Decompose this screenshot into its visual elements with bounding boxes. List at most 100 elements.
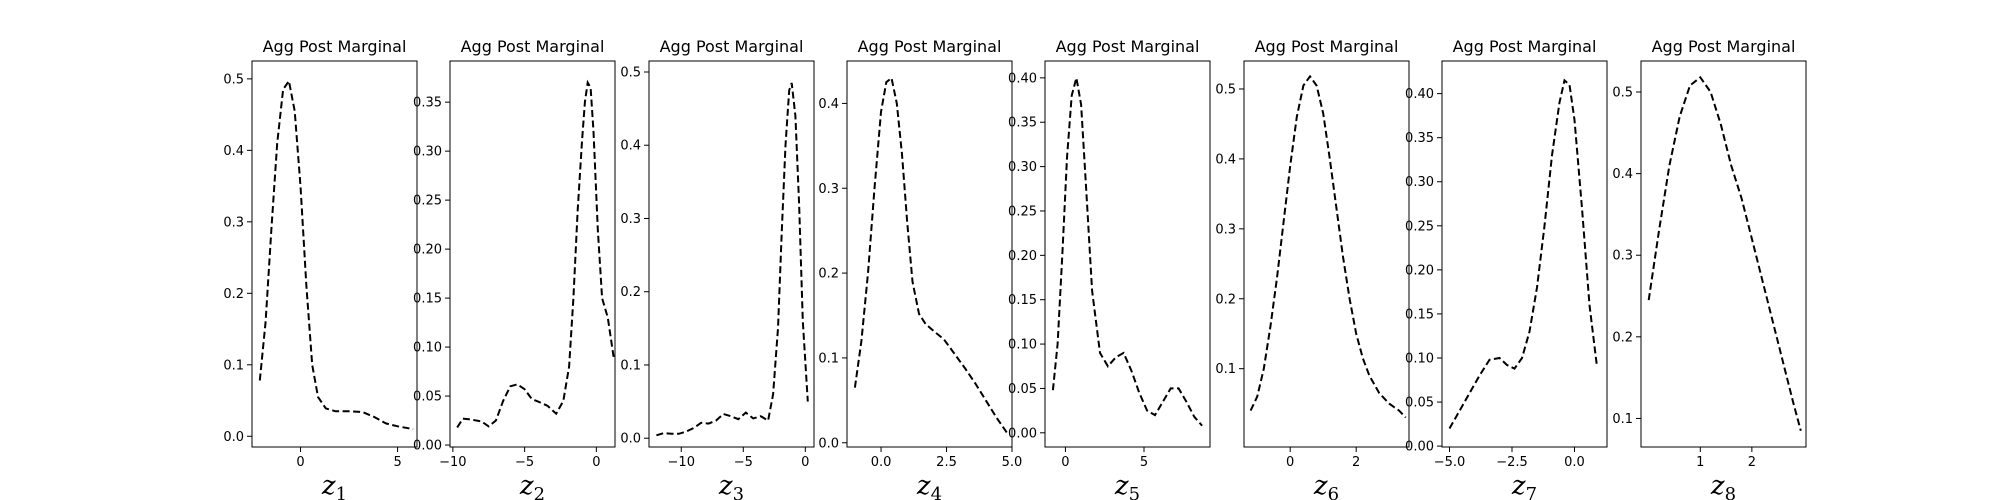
x-tick-label: 2.5 — [936, 455, 957, 470]
series-line — [1249, 74, 1407, 419]
x-tick-label: 2 — [1352, 455, 1360, 470]
y-tick-label: 0.5 — [1612, 86, 1633, 101]
series-line — [656, 82, 809, 437]
series-line — [456, 79, 615, 428]
subplot-title: Agg Post Marginal — [1652, 37, 1796, 56]
x-tick-label: −10 — [439, 455, 466, 470]
x-axis-label: z1 — [321, 471, 347, 500]
y-tick-label: 0.3 — [620, 212, 641, 227]
y-tick-label: 0.10 — [1405, 351, 1434, 366]
x-tick-label: −5.0 — [1434, 455, 1466, 470]
x-tick-label: 0.0 — [1564, 455, 1585, 470]
x-axis-label: z3 — [718, 471, 744, 500]
x-axis-label: z5 — [1114, 471, 1140, 500]
axes-frame — [1441, 60, 1608, 448]
x-tick-label: 0.0 — [871, 455, 892, 470]
y-tick-label: 0.0 — [818, 436, 839, 451]
y-tick-label: 0.05 — [1008, 382, 1037, 397]
y-tick-label: 0.30 — [413, 145, 442, 160]
y-tick-label: 0.3 — [1215, 222, 1236, 237]
x-axis-label: z8 — [1710, 471, 1736, 500]
axes-frame — [846, 60, 1013, 448]
series-line — [258, 78, 414, 431]
subplot-5: Agg Post Marginal 0 5 0.00 0.05 0.10 0.15 0.20 0… — [1008, 37, 1211, 500]
axes-frame — [1243, 60, 1410, 448]
y-tick-label: 0.20 — [1405, 263, 1434, 278]
y-tick-label: 0.10 — [1008, 338, 1037, 353]
y-tick-label: 0.20 — [413, 243, 442, 258]
x-tick-label: 5 — [393, 455, 401, 470]
y-tick-label: 0.15 — [413, 292, 442, 307]
series-line — [1647, 75, 1802, 431]
y-tick-label: 0.00 — [413, 439, 442, 454]
x-axis-label: z4 — [916, 471, 942, 500]
x-tick-label: 5.0 — [1002, 455, 1023, 470]
y-tick-label: 0.0 — [620, 432, 641, 447]
y-tick-label: 0.4 — [620, 139, 641, 154]
y-tick-label: 0.15 — [1405, 307, 1434, 322]
x-tick-label: −5 — [734, 455, 753, 470]
x-tick-label: 0 — [1286, 455, 1294, 470]
y-tick-label: 0.4 — [1612, 167, 1633, 182]
y-tick-label: 0.30 — [1008, 160, 1037, 175]
axes-frame — [1044, 60, 1211, 448]
subplot-title: Agg Post Marginal — [858, 37, 1002, 56]
y-tick-label: 0.3 — [223, 215, 244, 230]
y-tick-label: 0.1 — [1612, 412, 1633, 427]
y-tick-label: 0.1 — [818, 351, 839, 366]
subplot-title: Agg Post Marginal — [263, 37, 407, 56]
subplot-7: Agg Post Marginal −5.0 −2.5 0.0 0.00 0.05 0.10… — [1405, 37, 1608, 500]
y-tick-label: 0.35 — [413, 96, 442, 111]
x-tick-label: −2.5 — [1496, 455, 1528, 470]
series-line — [853, 76, 1008, 434]
x-tick-label: −5 — [515, 455, 534, 470]
x-axis-label: z7 — [1511, 471, 1537, 500]
y-tick-label: 0.20 — [1008, 249, 1037, 264]
y-tick-label: 0.0 — [223, 430, 244, 445]
y-tick-label: 0.4 — [1215, 152, 1236, 167]
y-tick-label: 0.25 — [1405, 219, 1434, 234]
y-tick-label: 0.1 — [1215, 362, 1236, 377]
subplot-3: Agg Post Marginal −10 −5 0 0.0 0.1 0.2 0.3 0.4 0.… — [620, 37, 815, 500]
subplot-title: Agg Post Marginal — [1056, 37, 1200, 56]
y-tick-label: 0.1 — [620, 358, 641, 373]
y-tick-label: 0.3 — [818, 182, 839, 197]
y-tick-label: 0.10 — [413, 341, 442, 356]
subplot-title: Agg Post Marginal — [461, 37, 605, 56]
x-tick-label: 0 — [592, 455, 600, 470]
y-tick-label: 0.00 — [1008, 426, 1037, 441]
axes-frame — [648, 60, 815, 448]
subplot-grid: Agg Post Marginal 0 5 0.0 0.1 0.2 0.3 0.4 0.5 z1 A… — [223, 37, 1807, 500]
x-tick-label: −10 — [668, 455, 695, 470]
y-tick-label: 0.05 — [413, 390, 442, 405]
y-tick-label: 0.35 — [1405, 131, 1434, 146]
y-tick-label: 0.15 — [1008, 293, 1037, 308]
y-tick-label: 0.30 — [1405, 175, 1434, 190]
y-tick-label: 0.05 — [1405, 396, 1434, 411]
y-tick-label: 0.25 — [413, 194, 442, 209]
subplot-title: Agg Post Marginal — [660, 37, 804, 56]
y-tick-label: 0.35 — [1008, 116, 1037, 131]
y-tick-label: 0.25 — [1008, 204, 1037, 219]
series-line — [1051, 77, 1203, 427]
x-tick-label: 0 — [801, 455, 809, 470]
y-tick-label: 0.5 — [620, 65, 641, 80]
y-tick-label: 0.2 — [1612, 330, 1633, 345]
subplot-8: Agg Post Marginal 1 2 0.1 0.2 0.3 0.4 0.5 z8 — [1612, 37, 1807, 500]
subplot-6: Agg Post Marginal 0 2 0.1 0.2 0.3 0.4 0.5 z6 — [1215, 37, 1410, 500]
y-tick-label: 0.5 — [1215, 82, 1236, 97]
x-tick-label: 2 — [1748, 455, 1756, 470]
y-tick-label: 0.4 — [818, 97, 839, 112]
series-line — [1448, 78, 1598, 429]
y-tick-label: 0.4 — [223, 144, 244, 159]
x-axis-label: z6 — [1313, 471, 1339, 500]
y-tick-label: 0.40 — [1405, 87, 1434, 102]
x-tick-label: 1 — [1696, 455, 1704, 470]
y-tick-label: 0.1 — [223, 358, 244, 373]
y-tick-label: 0.2 — [818, 267, 839, 282]
y-tick-label: 0.00 — [1405, 440, 1434, 455]
subplot-title: Agg Post Marginal — [1453, 37, 1597, 56]
y-tick-label: 0.2 — [1215, 292, 1236, 307]
